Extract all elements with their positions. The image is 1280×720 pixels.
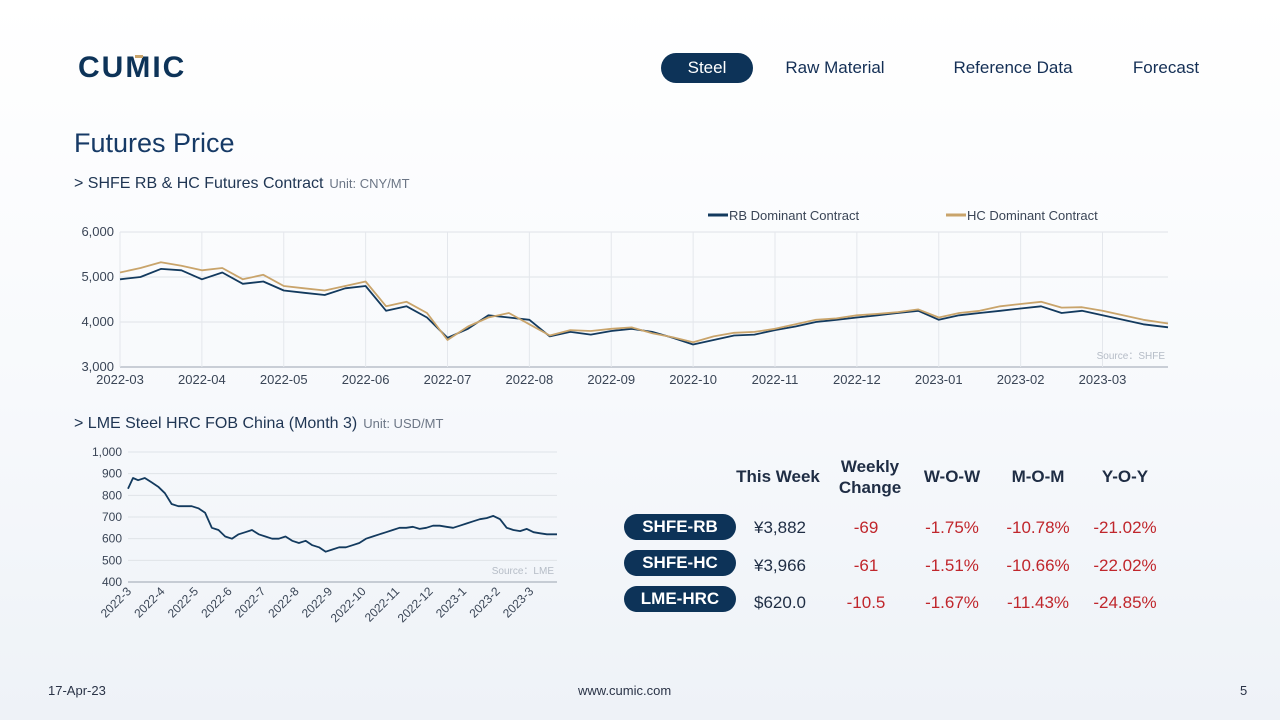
nav-tab-reference-data[interactable]: Reference Data xyxy=(953,58,1073,77)
chart-source-label: Source：SHFE xyxy=(1097,351,1166,362)
series-line-b xyxy=(119,261,1169,344)
row-label-shfe-hc: SHFE-HC xyxy=(624,550,736,576)
x-tick-label: 2023-03 xyxy=(1079,372,1127,387)
row-change-shfe-rb: -69 xyxy=(853,518,879,537)
row-label-shfe-rb: SHFE-RB xyxy=(624,514,736,540)
x-tick-label: 2022-10 xyxy=(669,372,717,387)
table-header-yoy: Y-O-Y xyxy=(1101,467,1149,486)
y-tick-label: 5,000 xyxy=(81,269,114,284)
cumic-logo: CUMIC xyxy=(78,54,186,80)
x-tick-label: 2022-3 xyxy=(98,584,135,621)
table-header-wow: W-O-W xyxy=(923,467,981,486)
y-tick-label: 1,000 xyxy=(92,445,122,459)
shfe-futures-chart: 3,000 4,000 5,000 6,000 2022-03 2022-04 2022-0… xyxy=(81,208,1169,387)
footer-page-number: 5 xyxy=(1240,683,1248,698)
x-tick-label: 2022-6 xyxy=(198,584,235,621)
row-wow-lme-hrc: -1.67% xyxy=(925,593,979,612)
row-mom-lme-hrc: -11.43% xyxy=(1006,593,1070,612)
lme-hrc-chart: 4005006007008009001,0002022-32022-42022-… xyxy=(92,445,557,625)
nav-tab-raw-material[interactable]: Raw Material xyxy=(785,58,885,77)
x-tick-label: 2023-3 xyxy=(500,584,537,621)
x-tick-label: 2022-4 xyxy=(131,584,168,621)
logo-text: CUMIC xyxy=(78,54,186,80)
row-mom-shfe-hc: -10.66% xyxy=(1006,556,1070,575)
legend-label-rb: RB Dominant Contract xyxy=(729,208,859,223)
section-title-lme: > LME Steel HRC FOB China (Month 3) Unit:… xyxy=(74,415,443,433)
x-tick-label: 2022-08 xyxy=(506,372,554,387)
y-tick-label: 900 xyxy=(102,467,122,481)
x-tick-label: 2022-09 xyxy=(587,372,635,387)
row-price-shfe-hc: ¥3,966 xyxy=(754,556,806,575)
x-tick-label: 2022-7 xyxy=(232,584,269,621)
series-line-a xyxy=(127,477,557,553)
row-yoy-shfe-rb: -21.02% xyxy=(1093,518,1157,537)
x-tick-label: 2022-06 xyxy=(342,372,390,387)
row-change-shfe-hc: -61 xyxy=(853,556,879,575)
nav-tab-forecast[interactable]: Forecast xyxy=(1132,58,1200,77)
row-wow-shfe-rb: -1.75% xyxy=(925,518,979,537)
logo-accent xyxy=(135,55,143,58)
y-tick-label: 600 xyxy=(102,532,122,546)
nav-tab-steel[interactable]: Steel xyxy=(661,53,753,83)
y-tick-label: 700 xyxy=(102,510,122,524)
row-yoy-lme-hrc: -24.85% xyxy=(1093,593,1157,612)
x-tick-label: 2022-8 xyxy=(265,584,302,621)
x-tick-label: 2022-12 xyxy=(833,372,881,387)
x-tick-label: 2023-01 xyxy=(915,372,963,387)
row-price-lme-hrc: $620.0 xyxy=(754,593,806,612)
section-title-shfe: > SHFE RB & HC Futures Contract Unit: CNY… xyxy=(74,175,410,193)
page-title: Futures Price xyxy=(74,128,235,158)
y-tick-label: 800 xyxy=(102,488,122,502)
section-title-shfe-text: > SHFE RB & HC Futures Contract xyxy=(74,175,324,192)
x-tick-label: 2022-12 xyxy=(395,584,436,625)
row-price-shfe-rb: ¥3,882 xyxy=(754,518,806,537)
section-title-lme-text: > LME Steel HRC FOB China (Month 3) xyxy=(74,415,358,432)
table-header-weekly-change: Weekly Change xyxy=(838,457,902,497)
table-header-mom: M-O-M xyxy=(1011,467,1065,486)
section-unit-lme: Unit: USD/MT xyxy=(363,416,444,431)
y-tick-label: 3,000 xyxy=(81,359,114,374)
chart-source-label: Source：LME xyxy=(492,566,555,577)
y-tick-label: 4,000 xyxy=(81,314,114,329)
x-tick-label: 2022-11 xyxy=(752,372,799,387)
row-mom-shfe-rb: -10.78% xyxy=(1006,518,1070,537)
footer-url[interactable]: www.cumic.com xyxy=(578,683,672,698)
x-tick-label: 2022-5 xyxy=(165,584,202,621)
y-tick-label: 500 xyxy=(102,553,122,567)
row-change-lme-hrc: -10.5 xyxy=(846,593,886,612)
x-tick-label: 2022-11 xyxy=(362,584,403,625)
x-tick-label: 2023-02 xyxy=(997,372,1045,387)
series-line-a xyxy=(119,268,1169,346)
legend-label-hc: HC Dominant Contract xyxy=(967,208,1098,223)
x-tick-label: 2023-1 xyxy=(433,584,470,621)
section-unit-shfe: Unit: CNY/MT xyxy=(329,176,410,191)
x-tick-label: 2023-2 xyxy=(466,584,503,621)
x-tick-label: 2022-03 xyxy=(96,372,144,387)
x-tick-label: 2022-05 xyxy=(260,372,308,387)
row-yoy-shfe-hc: -22.02% xyxy=(1093,556,1157,575)
x-tick-label: 2022-10 xyxy=(328,584,369,625)
x-tick-label: 2022-04 xyxy=(178,372,226,387)
table-header-this-week: This Week xyxy=(736,467,820,486)
y-tick-label: 6,000 xyxy=(81,224,114,239)
x-tick-label: 2022-07 xyxy=(424,372,472,387)
footer-date: 17-Apr-23 xyxy=(48,683,106,698)
y-tick-label: 400 xyxy=(102,575,122,589)
row-wow-shfe-hc: -1.51% xyxy=(925,556,979,575)
row-label-lme-hrc: LME-HRC xyxy=(624,586,736,612)
